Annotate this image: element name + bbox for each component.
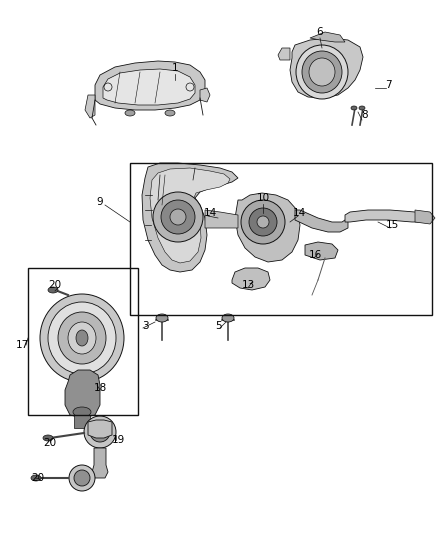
Polygon shape (278, 48, 290, 60)
Polygon shape (200, 88, 210, 102)
Text: 15: 15 (385, 220, 399, 230)
Text: 19: 19 (111, 435, 125, 445)
Ellipse shape (125, 110, 135, 116)
Ellipse shape (96, 428, 104, 436)
Text: 16: 16 (308, 250, 321, 260)
Bar (130, 163, 432, 315)
Ellipse shape (170, 209, 186, 225)
Ellipse shape (153, 192, 203, 242)
Ellipse shape (161, 200, 195, 234)
Ellipse shape (156, 314, 168, 322)
Ellipse shape (309, 58, 335, 86)
Ellipse shape (48, 287, 58, 293)
Ellipse shape (222, 314, 234, 322)
Polygon shape (88, 420, 112, 438)
Bar (28, 268, 138, 415)
Polygon shape (295, 210, 348, 232)
Ellipse shape (257, 216, 269, 228)
Text: 13: 13 (241, 280, 254, 290)
Ellipse shape (73, 407, 91, 417)
Text: 7: 7 (385, 80, 391, 90)
Ellipse shape (84, 416, 116, 448)
Polygon shape (345, 210, 430, 222)
Ellipse shape (296, 45, 348, 99)
Polygon shape (74, 415, 90, 428)
Polygon shape (95, 61, 205, 110)
Polygon shape (142, 163, 238, 272)
Ellipse shape (43, 435, 53, 441)
Polygon shape (65, 370, 100, 418)
Text: 10: 10 (256, 193, 269, 203)
Polygon shape (290, 38, 363, 98)
Ellipse shape (359, 106, 365, 110)
Text: 17: 17 (15, 340, 28, 350)
Ellipse shape (351, 106, 357, 110)
Ellipse shape (76, 330, 88, 346)
Text: 6: 6 (317, 27, 323, 37)
Ellipse shape (48, 302, 116, 374)
Ellipse shape (31, 475, 41, 481)
Text: 1: 1 (172, 63, 178, 73)
Polygon shape (415, 210, 435, 224)
Polygon shape (305, 242, 338, 260)
Polygon shape (103, 69, 195, 105)
Ellipse shape (302, 51, 342, 93)
Text: 20: 20 (49, 280, 62, 290)
Ellipse shape (58, 312, 106, 364)
Ellipse shape (68, 322, 96, 354)
Ellipse shape (90, 422, 110, 442)
Ellipse shape (249, 208, 277, 236)
Text: 8: 8 (362, 110, 368, 120)
Text: 3: 3 (141, 321, 148, 331)
Ellipse shape (165, 110, 175, 116)
Text: 20: 20 (43, 438, 57, 448)
Ellipse shape (40, 294, 124, 382)
Polygon shape (235, 193, 300, 262)
Polygon shape (310, 32, 345, 42)
Text: 9: 9 (97, 197, 103, 207)
Ellipse shape (241, 200, 285, 244)
Polygon shape (205, 210, 238, 228)
Text: 18: 18 (93, 383, 106, 393)
Text: 14: 14 (293, 208, 306, 218)
Polygon shape (232, 268, 270, 290)
Polygon shape (85, 95, 95, 118)
Ellipse shape (74, 470, 90, 486)
Text: 5: 5 (215, 321, 221, 331)
Polygon shape (150, 168, 230, 263)
Polygon shape (92, 448, 108, 478)
Text: 14: 14 (203, 208, 217, 218)
Ellipse shape (69, 465, 95, 491)
Text: 20: 20 (32, 473, 45, 483)
